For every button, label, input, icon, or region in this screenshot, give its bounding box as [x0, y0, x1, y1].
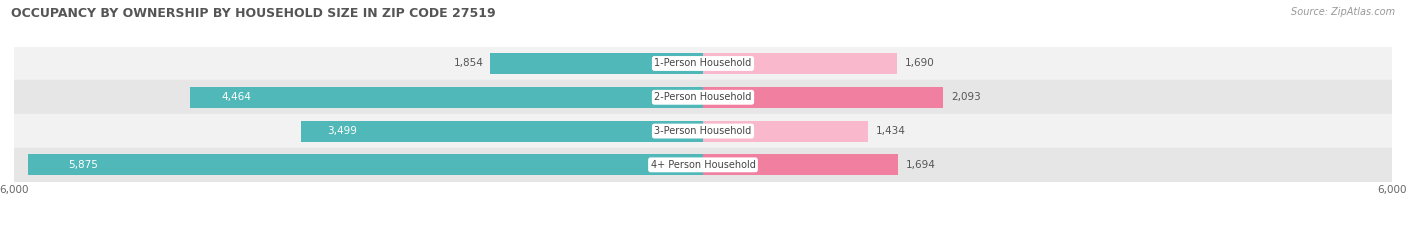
Bar: [703, 87, 943, 108]
Text: 2-Person Household: 2-Person Household: [654, 92, 752, 102]
Bar: [14, 80, 1392, 114]
Text: 1,854: 1,854: [453, 58, 484, 69]
Bar: [703, 154, 897, 175]
Text: Source: ZipAtlas.com: Source: ZipAtlas.com: [1291, 7, 1395, 17]
Text: 1,694: 1,694: [905, 160, 935, 170]
Text: 2,093: 2,093: [952, 92, 981, 102]
Bar: [14, 148, 1392, 182]
Bar: [14, 114, 1392, 148]
Bar: [703, 121, 868, 141]
Bar: [491, 53, 703, 74]
Bar: [703, 53, 897, 74]
Text: 3,499: 3,499: [328, 126, 357, 136]
Text: 4,464: 4,464: [222, 92, 252, 102]
Text: 4+ Person Household: 4+ Person Household: [651, 160, 755, 170]
Bar: [301, 121, 703, 141]
Bar: [28, 154, 703, 175]
Bar: [14, 47, 1392, 80]
Text: 1,690: 1,690: [905, 58, 935, 69]
Text: 5,875: 5,875: [67, 160, 98, 170]
Bar: [190, 87, 703, 108]
Text: 1,434: 1,434: [876, 126, 905, 136]
Text: OCCUPANCY BY OWNERSHIP BY HOUSEHOLD SIZE IN ZIP CODE 27519: OCCUPANCY BY OWNERSHIP BY HOUSEHOLD SIZE…: [11, 7, 496, 20]
Text: 1-Person Household: 1-Person Household: [654, 58, 752, 69]
Text: 3-Person Household: 3-Person Household: [654, 126, 752, 136]
